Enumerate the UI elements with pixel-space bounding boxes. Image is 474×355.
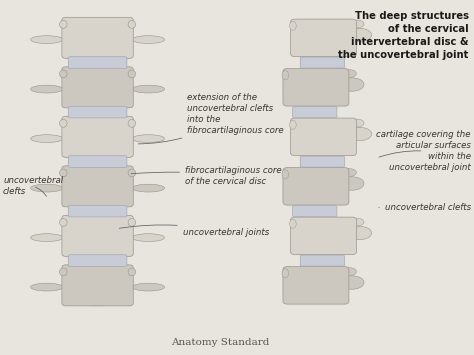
FancyBboxPatch shape bbox=[62, 215, 133, 256]
Ellipse shape bbox=[350, 119, 364, 127]
FancyBboxPatch shape bbox=[292, 206, 337, 217]
Ellipse shape bbox=[347, 226, 372, 240]
FancyBboxPatch shape bbox=[91, 50, 104, 58]
Ellipse shape bbox=[290, 21, 296, 31]
Ellipse shape bbox=[128, 268, 136, 276]
Ellipse shape bbox=[60, 21, 67, 28]
FancyBboxPatch shape bbox=[91, 149, 104, 157]
Ellipse shape bbox=[350, 218, 364, 226]
Ellipse shape bbox=[60, 169, 67, 177]
FancyBboxPatch shape bbox=[62, 265, 133, 306]
FancyBboxPatch shape bbox=[292, 106, 337, 118]
Ellipse shape bbox=[60, 120, 67, 127]
FancyBboxPatch shape bbox=[91, 100, 104, 108]
Ellipse shape bbox=[350, 20, 364, 28]
Ellipse shape bbox=[342, 70, 356, 77]
Ellipse shape bbox=[282, 71, 289, 80]
Ellipse shape bbox=[290, 219, 296, 228]
Ellipse shape bbox=[31, 135, 63, 142]
Ellipse shape bbox=[60, 268, 67, 276]
Text: Anatomy Standard: Anatomy Standard bbox=[171, 338, 270, 346]
FancyBboxPatch shape bbox=[91, 199, 104, 207]
FancyBboxPatch shape bbox=[300, 156, 345, 167]
FancyBboxPatch shape bbox=[300, 57, 345, 68]
Ellipse shape bbox=[339, 276, 364, 289]
Text: fibrocartilaginous core
of the cervical disc: fibrocartilaginous core of the cervical … bbox=[131, 166, 282, 186]
Text: The deep structures
of the cervical
intervertebral disc &
the uncovertebral join: The deep structures of the cervical inte… bbox=[338, 11, 469, 60]
Ellipse shape bbox=[128, 120, 136, 127]
FancyBboxPatch shape bbox=[291, 118, 356, 155]
FancyBboxPatch shape bbox=[68, 205, 127, 217]
Text: uncovertebral joints: uncovertebral joints bbox=[119, 225, 269, 237]
Ellipse shape bbox=[132, 234, 164, 241]
FancyBboxPatch shape bbox=[291, 19, 356, 56]
Text: uncovertebral
clefts: uncovertebral clefts bbox=[3, 176, 63, 196]
Ellipse shape bbox=[31, 184, 63, 192]
FancyBboxPatch shape bbox=[291, 217, 356, 255]
FancyBboxPatch shape bbox=[62, 17, 133, 58]
FancyBboxPatch shape bbox=[62, 67, 133, 108]
Ellipse shape bbox=[132, 184, 164, 192]
FancyBboxPatch shape bbox=[68, 57, 127, 69]
Ellipse shape bbox=[132, 36, 164, 43]
FancyBboxPatch shape bbox=[283, 168, 349, 205]
Ellipse shape bbox=[290, 120, 296, 130]
Ellipse shape bbox=[60, 219, 67, 226]
Ellipse shape bbox=[128, 70, 136, 78]
Ellipse shape bbox=[128, 21, 136, 28]
FancyBboxPatch shape bbox=[68, 106, 127, 118]
Ellipse shape bbox=[132, 85, 164, 93]
Ellipse shape bbox=[31, 234, 63, 241]
Ellipse shape bbox=[282, 269, 289, 278]
Text: extension of the
uncovertebral clefts
into the
fibrocartilaginous core: extension of the uncovertebral clefts in… bbox=[138, 93, 284, 144]
FancyBboxPatch shape bbox=[68, 255, 127, 267]
FancyBboxPatch shape bbox=[91, 248, 104, 256]
Ellipse shape bbox=[132, 283, 164, 291]
Ellipse shape bbox=[339, 78, 364, 91]
Ellipse shape bbox=[31, 85, 63, 93]
Text: uncovertebral clefts: uncovertebral clefts bbox=[379, 203, 471, 212]
FancyBboxPatch shape bbox=[68, 156, 127, 168]
Ellipse shape bbox=[347, 28, 372, 42]
FancyBboxPatch shape bbox=[283, 267, 349, 304]
FancyBboxPatch shape bbox=[62, 166, 133, 207]
Ellipse shape bbox=[128, 219, 136, 226]
Ellipse shape bbox=[60, 70, 67, 78]
FancyBboxPatch shape bbox=[91, 298, 104, 306]
Ellipse shape bbox=[31, 36, 63, 43]
FancyBboxPatch shape bbox=[62, 116, 133, 157]
Ellipse shape bbox=[342, 268, 356, 275]
FancyBboxPatch shape bbox=[283, 69, 349, 106]
Ellipse shape bbox=[132, 135, 164, 142]
Ellipse shape bbox=[339, 177, 364, 190]
Ellipse shape bbox=[347, 127, 372, 141]
Ellipse shape bbox=[128, 169, 136, 177]
Text: cartilage covering the
articular surfaces
within the
uncovertebral joint: cartilage covering the articular surface… bbox=[376, 130, 471, 172]
Ellipse shape bbox=[342, 169, 356, 176]
FancyBboxPatch shape bbox=[300, 255, 345, 266]
Ellipse shape bbox=[282, 170, 289, 179]
Ellipse shape bbox=[31, 283, 63, 291]
